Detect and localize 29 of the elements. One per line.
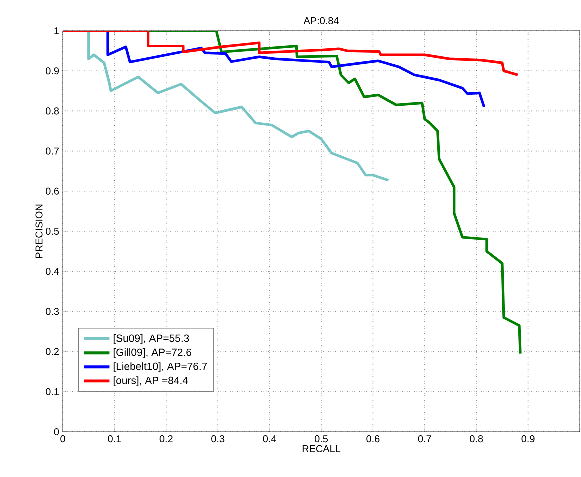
x-tick-label: 0.2 xyxy=(160,436,173,443)
y-tick-label: 0.7 xyxy=(46,148,59,155)
y-tick-label: 0.1 xyxy=(46,388,60,396)
x-tick-label: 0.3 xyxy=(212,436,225,443)
y-tick-label: 0.8 xyxy=(46,108,60,115)
legend-label: [ours], AP =84.4 xyxy=(114,376,188,386)
x-tick-label: 0.5 xyxy=(314,436,328,443)
x-tick-label: 0.1 xyxy=(108,436,122,443)
x-tick-label: 0.8 xyxy=(470,436,484,443)
x-tick-label: 0.4 xyxy=(263,436,276,443)
chart-title: AP:0.84 xyxy=(304,17,339,24)
y-tick-label: 0.4 xyxy=(46,268,60,276)
x-tick-label: 0.6 xyxy=(366,436,380,443)
y-tick-label: 0.9 xyxy=(46,68,60,75)
y-tick-label: 0.2 xyxy=(46,348,59,356)
line-series xyxy=(63,30,520,76)
y-tick-label: 0.3 xyxy=(46,308,60,316)
y-axis-title: PRECISION xyxy=(36,204,43,258)
x-axis-title: RECALL xyxy=(302,445,341,452)
y-tick-label: 0.6 xyxy=(46,188,60,195)
x-tick-label: 0.7 xyxy=(418,436,432,443)
x-tick-label: 0.9 xyxy=(522,436,535,443)
y-tick-label: 0.5 xyxy=(46,228,60,236)
legend-label: [Su09], AP=55.3 xyxy=(114,334,190,344)
legend-label: [Liebelt10], AP=76.7 xyxy=(114,362,208,372)
x-tick-label: 0 xyxy=(60,436,66,443)
legend-label: [Gill09], AP=72.6 xyxy=(114,348,192,358)
y-tick-label: 1 xyxy=(54,28,59,34)
y-tick-label: 0 xyxy=(54,428,60,436)
